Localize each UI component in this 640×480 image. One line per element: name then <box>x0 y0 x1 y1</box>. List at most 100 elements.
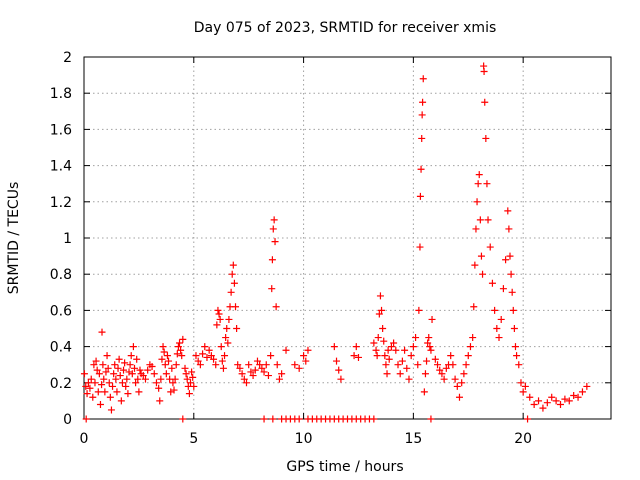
y-tick-label: 0.8 <box>50 267 72 283</box>
data-point <box>189 373 197 381</box>
data-point <box>505 225 513 233</box>
data-point <box>169 379 177 387</box>
data-point <box>218 357 226 365</box>
data-point <box>373 352 381 360</box>
data-point <box>385 355 393 363</box>
data-point <box>372 346 380 354</box>
data-point <box>426 343 434 351</box>
data-points <box>80 62 591 423</box>
data-point <box>222 334 230 342</box>
data-point <box>350 352 358 360</box>
data-point <box>421 370 429 378</box>
data-point <box>474 180 482 188</box>
y-tick-label: 0 <box>63 412 72 428</box>
data-point <box>419 98 427 106</box>
data-point <box>548 393 556 401</box>
data-point <box>458 379 466 387</box>
data-point <box>233 325 241 332</box>
data-point <box>282 346 290 354</box>
data-point <box>224 339 232 347</box>
data-point <box>174 343 182 351</box>
x-tick-label: 5 <box>189 431 198 447</box>
data-point <box>447 352 455 360</box>
data-point <box>477 252 485 260</box>
data-point <box>181 364 189 372</box>
data-point <box>213 321 221 329</box>
data-point <box>225 315 233 323</box>
data-point <box>295 415 303 423</box>
data-point <box>473 198 481 206</box>
data-point <box>269 225 277 233</box>
data-point <box>278 370 286 378</box>
data-point <box>185 390 193 398</box>
data-point <box>100 375 108 383</box>
data-point <box>295 364 303 372</box>
data-point <box>337 375 345 383</box>
data-point <box>121 359 129 367</box>
x-tick-label: 0 <box>80 431 89 447</box>
data-point <box>440 375 448 383</box>
data-point <box>217 343 225 351</box>
data-point <box>125 368 133 376</box>
data-point <box>304 346 312 354</box>
data-point <box>449 361 457 369</box>
data-point <box>101 388 109 396</box>
data-point <box>507 270 515 278</box>
data-point <box>438 370 446 378</box>
data-point <box>173 350 181 358</box>
y-tick-label: 1.8 <box>50 86 72 102</box>
data-point <box>497 315 505 323</box>
data-point <box>469 334 477 342</box>
data-point <box>96 401 104 409</box>
data-point <box>216 315 224 323</box>
y-axis-label: SRMTID / TECUs <box>6 182 22 295</box>
data-point <box>80 370 88 378</box>
data-point <box>223 325 231 332</box>
data-point <box>228 270 236 278</box>
data-point <box>120 366 128 374</box>
data-point <box>424 339 432 347</box>
data-point <box>260 368 268 376</box>
y-tick-label: 1.4 <box>50 159 72 175</box>
data-point <box>374 334 382 342</box>
x-tick-label: 20 <box>514 431 532 447</box>
data-point <box>300 352 308 360</box>
data-point <box>565 397 573 405</box>
data-point <box>114 364 122 372</box>
data-point <box>455 393 463 401</box>
data-point <box>427 415 435 423</box>
data-point <box>302 357 310 365</box>
data-point <box>436 366 444 374</box>
data-point <box>133 355 141 363</box>
data-point <box>442 364 450 372</box>
data-point <box>159 343 167 351</box>
data-point <box>212 361 220 369</box>
data-point <box>378 306 386 314</box>
data-point <box>502 256 510 264</box>
data-point <box>196 361 204 369</box>
data-point <box>418 134 426 142</box>
data-point <box>535 397 543 405</box>
data-point <box>148 363 156 371</box>
data-point <box>486 243 494 251</box>
data-point <box>229 261 237 269</box>
data-point <box>578 388 586 396</box>
data-point <box>515 361 523 369</box>
data-point <box>352 343 360 351</box>
data-point <box>370 339 378 347</box>
data-point <box>481 98 489 106</box>
data-point <box>271 238 279 246</box>
data-point <box>150 370 158 378</box>
data-point <box>162 370 170 378</box>
data-point <box>491 306 499 314</box>
data-point <box>431 355 439 363</box>
data-point <box>260 415 268 423</box>
data-point <box>234 361 242 369</box>
data-point <box>131 364 139 372</box>
data-point <box>227 288 235 296</box>
data-point <box>214 306 222 314</box>
data-point <box>107 406 115 414</box>
data-point <box>129 343 137 351</box>
data-point <box>509 306 517 314</box>
data-point <box>394 361 402 369</box>
